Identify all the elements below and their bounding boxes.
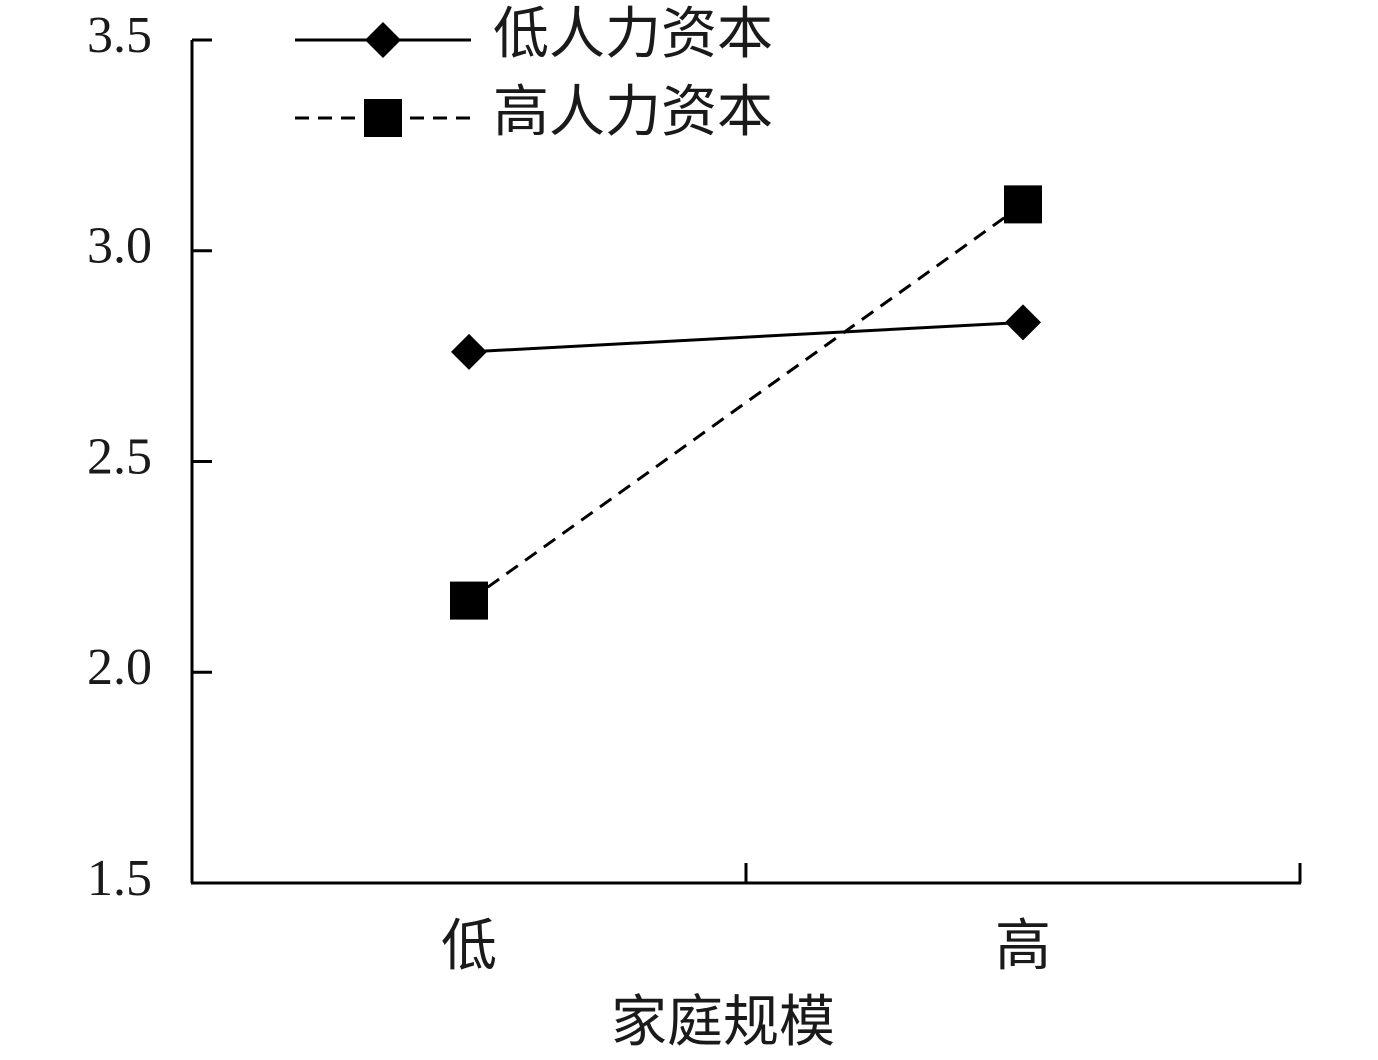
y-tick-label: 2.5 bbox=[87, 428, 152, 485]
x-axis-label: 家庭规模 bbox=[611, 992, 835, 1054]
marker bbox=[450, 581, 488, 620]
legend-marker bbox=[364, 99, 402, 137]
marker bbox=[451, 333, 487, 370]
legend-label: 高人力资本 bbox=[493, 82, 773, 144]
marker bbox=[1005, 304, 1041, 341]
y-tick-label: 3.5 bbox=[87, 7, 152, 64]
series-line bbox=[468, 203, 1024, 602]
x-tick-label: 低 bbox=[441, 916, 497, 978]
series-line bbox=[468, 320, 1024, 354]
legend-marker bbox=[365, 22, 401, 58]
y-tick-label: 2.0 bbox=[87, 639, 152, 696]
y-tick-label: 1.5 bbox=[87, 850, 152, 907]
y-tick-label: 3.0 bbox=[87, 218, 152, 275]
legend-label: 低人力资本 bbox=[493, 4, 773, 66]
marker bbox=[1004, 185, 1042, 224]
x-tick-label: 高 bbox=[995, 916, 1051, 978]
